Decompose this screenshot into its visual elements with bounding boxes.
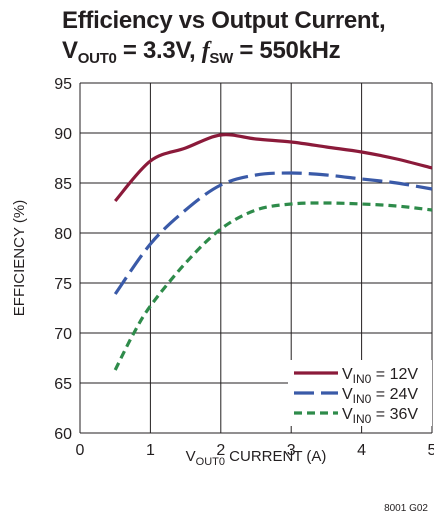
- chart-title-line-2: VOUT0 = 3.3V, fSW = 550kHz: [62, 36, 422, 69]
- series-line-2: [113, 171, 433, 295]
- title-vout-subscript: OUT0: [77, 50, 117, 67]
- legend-label-3: VIN0 = 36V: [342, 406, 418, 426]
- x-axis-label: VOUT0 CURRENT (A): [186, 448, 327, 468]
- y-tick-label: 65: [54, 376, 72, 393]
- x-axis-label-rest: CURRENT (A): [225, 448, 326, 465]
- x-tick-label: 0: [76, 442, 85, 459]
- title-v-symbol: V: [62, 37, 78, 64]
- y-tick-label: 75: [54, 276, 72, 293]
- series-lines: [113, 133, 433, 371]
- series-line-3: [113, 201, 433, 371]
- y-tick-label: 85: [54, 176, 72, 193]
- title-fsw-subscript: SW: [209, 50, 233, 67]
- title-f-symbol: f: [201, 38, 210, 64]
- title-vout-value: = 3.3V,: [116, 37, 202, 64]
- x-axis-label-sub: OUT0: [196, 456, 225, 468]
- y-tick-label: 60: [54, 426, 72, 443]
- figure-code: 8001 G02: [384, 503, 428, 514]
- y-tick-label: 70: [54, 326, 72, 343]
- y-tick-label: 80: [54, 226, 72, 243]
- x-tick-label: 2: [216, 442, 225, 459]
- legend-label-2: VIN0 = 24V: [342, 386, 418, 406]
- legend-label-1: VIN0 = 12V: [342, 366, 418, 386]
- tick-labels: 0 1 2 3 4 5 60 65 70 75 80 85 90 95: [54, 76, 434, 459]
- x-tick-label: 4: [357, 442, 366, 459]
- x-tick-label: 5: [428, 442, 434, 459]
- title-fsw-value: = 550kHz: [232, 37, 341, 64]
- y-tick-label: 95: [54, 76, 72, 93]
- x-tick-label: 3: [287, 442, 296, 459]
- series-line-1: [113, 133, 433, 203]
- y-axis-label: EFFICIENCY (%): [11, 200, 28, 316]
- y-tick-label: 90: [54, 126, 72, 143]
- x-tick-label: 1: [146, 442, 155, 459]
- x-axis-label-main: V: [186, 448, 196, 465]
- chart-title-line-1: Efficiency vs Output Current,: [62, 7, 386, 34]
- chart-title: Efficiency vs Output Current, VOUT0 = 3.…: [62, 6, 422, 69]
